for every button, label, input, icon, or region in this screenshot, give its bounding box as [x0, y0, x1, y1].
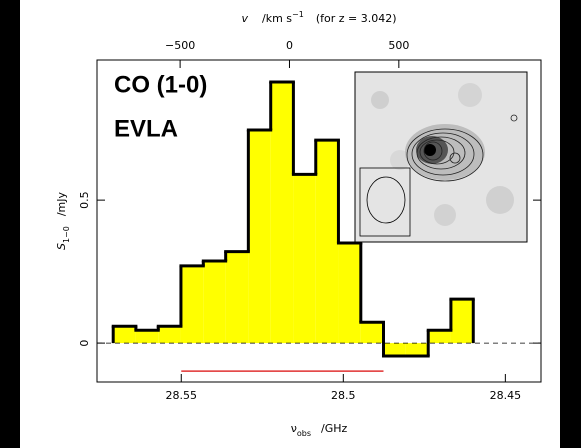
annotation: EVLA [114, 115, 178, 142]
x-tick-label: 28.55 [166, 389, 198, 402]
bar [158, 326, 181, 343]
x2-tick-label: 0 [286, 39, 293, 52]
inset-map [355, 72, 527, 242]
label-part: /GHz [321, 422, 348, 435]
bar [406, 343, 428, 356]
bar [361, 322, 384, 343]
bar [451, 299, 473, 343]
label-part: obs [297, 429, 311, 438]
label-part: 1−0 [62, 226, 71, 243]
bar [316, 140, 339, 343]
bar [136, 330, 158, 343]
label-part: /mJy [55, 191, 68, 216]
bar [428, 330, 451, 343]
label-part: /km s [262, 12, 292, 25]
bar [248, 130, 270, 343]
x2-tick-label: −500 [165, 39, 195, 52]
x-tick-label: 28.5 [331, 389, 356, 402]
y-tick-label: 0.5 [78, 191, 91, 209]
y-tick-label: 0 [78, 340, 91, 347]
bar [338, 243, 360, 343]
bar [293, 174, 315, 343]
x-tick-label: 28.45 [490, 389, 522, 402]
bar [181, 266, 203, 343]
label-part: v [241, 12, 248, 25]
top-axis-label: v/km s−1 (for z = 3.042) [241, 10, 396, 26]
label-part: (for z = 3.042) [316, 12, 397, 25]
bar [203, 261, 225, 343]
bar [271, 82, 294, 343]
bar [113, 326, 136, 343]
chart: CO (1-0) EVLA v/km s−1(for z = 3.042) νo… [0, 0, 581, 448]
label-part: −1 [292, 10, 304, 19]
bar [383, 343, 405, 356]
label-part: S [55, 243, 68, 250]
x2-tick-label: 500 [388, 39, 409, 52]
bar [226, 252, 249, 344]
annotation: CO (1-0) [114, 71, 207, 98]
